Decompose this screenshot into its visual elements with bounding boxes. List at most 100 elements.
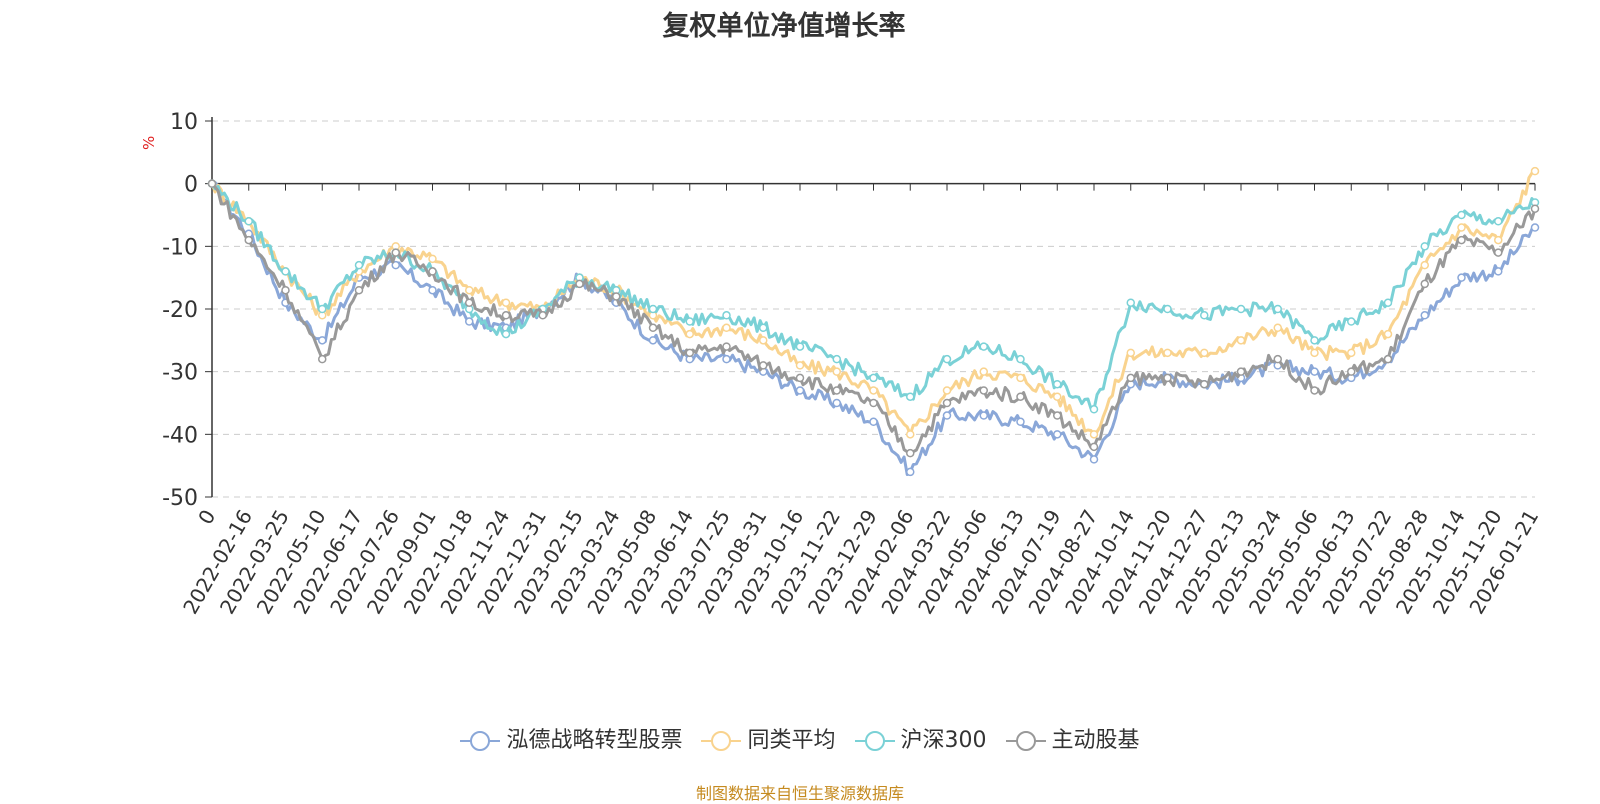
data-point	[832, 367, 841, 376]
data-point	[465, 298, 474, 307]
data-point	[1494, 217, 1503, 226]
x-tick-label: 0	[193, 506, 220, 529]
data-point	[1236, 367, 1246, 376]
data-point	[906, 392, 915, 401]
data-point	[1273, 304, 1282, 314]
data-point	[1236, 336, 1246, 345]
data-point	[1310, 367, 1319, 376]
tick-labels: 100-10-20-30-40-5002022-02-162022-03-252…	[162, 110, 1543, 618]
series-line	[210, 182, 1537, 455]
data-point	[1310, 348, 1319, 358]
data-point	[1053, 430, 1062, 439]
data-point	[318, 354, 327, 364]
data-point	[501, 311, 511, 320]
data-point	[979, 411, 988, 420]
data-point	[685, 317, 694, 326]
data-point	[1310, 386, 1319, 395]
data-point	[1347, 348, 1356, 358]
legend-item-hongde[interactable]: 泓德战略转型股票	[460, 722, 682, 754]
data-point	[1420, 279, 1429, 289]
legend-label: 泓德战略转型股票	[506, 728, 683, 753]
data-point	[1494, 267, 1503, 276]
data-point	[318, 336, 327, 345]
data-point	[759, 336, 768, 345]
data-point	[391, 260, 400, 270]
data-point	[1200, 348, 1209, 358]
data-point	[1126, 348, 1135, 358]
legend-label: 主动股基	[1051, 728, 1140, 753]
data-point	[869, 386, 878, 395]
data-point	[1273, 323, 1282, 333]
data-point	[795, 342, 805, 351]
data-point	[1457, 223, 1466, 232]
data-point	[1089, 405, 1099, 414]
data-point	[1053, 392, 1062, 401]
data-point	[1347, 367, 1356, 376]
data-point	[1494, 248, 1503, 257]
data-point	[1163, 373, 1172, 383]
data-point	[354, 285, 364, 295]
data-point	[465, 317, 474, 326]
data-point	[869, 398, 878, 408]
data-point	[832, 386, 841, 395]
legend-marker-icon	[854, 731, 895, 751]
data-point	[428, 267, 437, 276]
legend-item-csi300[interactable]: 沪深300	[854, 722, 987, 754]
legend-item-peer-average[interactable]: 同类平均	[701, 722, 836, 754]
data-point	[1200, 379, 1209, 389]
data-point	[575, 279, 584, 289]
legend-label: 沪深300	[900, 728, 987, 753]
data-point	[354, 260, 364, 270]
data-point	[722, 354, 731, 364]
data-point	[1126, 373, 1135, 383]
data-point	[979, 342, 988, 351]
data-point	[832, 398, 841, 408]
data-point	[722, 323, 731, 333]
data-point	[1310, 336, 1319, 345]
legend-item-active-equity[interactable]: 主动股基	[1005, 722, 1140, 754]
data-point	[1420, 260, 1429, 270]
data-point	[1089, 430, 1099, 439]
data-point	[465, 285, 474, 295]
data-point	[942, 398, 952, 408]
data-point	[1200, 311, 1209, 320]
data-point	[942, 411, 952, 420]
data-point	[1383, 298, 1393, 307]
y-tick-label: -30	[162, 361, 198, 386]
data-point	[906, 448, 915, 458]
y-tick-label: -50	[162, 486, 198, 511]
data-point	[1089, 442, 1099, 452]
data-point	[1383, 354, 1393, 364]
data-point	[612, 292, 621, 301]
chart-title: 复权单位净值增长率	[662, 11, 906, 42]
data-point	[1053, 411, 1062, 420]
data-point	[501, 329, 511, 339]
data-point	[538, 311, 547, 320]
y-tick-label: -40	[162, 423, 198, 448]
data-point	[795, 373, 805, 383]
y-tick-label: 10	[170, 110, 198, 135]
series-line	[210, 169, 1536, 436]
data-point	[244, 217, 253, 226]
data-point	[648, 336, 658, 345]
data-point	[1530, 223, 1540, 232]
data-point	[1236, 304, 1246, 314]
data-point	[942, 386, 952, 395]
data-point	[722, 342, 731, 351]
axes	[205, 117, 1536, 498]
data-point	[795, 386, 805, 395]
data-point	[501, 298, 511, 307]
data-point	[1457, 273, 1466, 282]
data-point	[1273, 354, 1282, 364]
data-point	[979, 367, 988, 376]
data-point	[1016, 373, 1025, 383]
legend-marker-icon	[1005, 731, 1046, 751]
data-point	[1530, 166, 1540, 176]
data-point	[832, 354, 841, 364]
data-point	[1089, 455, 1099, 464]
y-tick-label: -20	[162, 298, 198, 323]
data-point	[685, 329, 694, 339]
series-lines	[207, 166, 1540, 477]
data-point	[1494, 235, 1503, 245]
data-point	[318, 304, 327, 314]
